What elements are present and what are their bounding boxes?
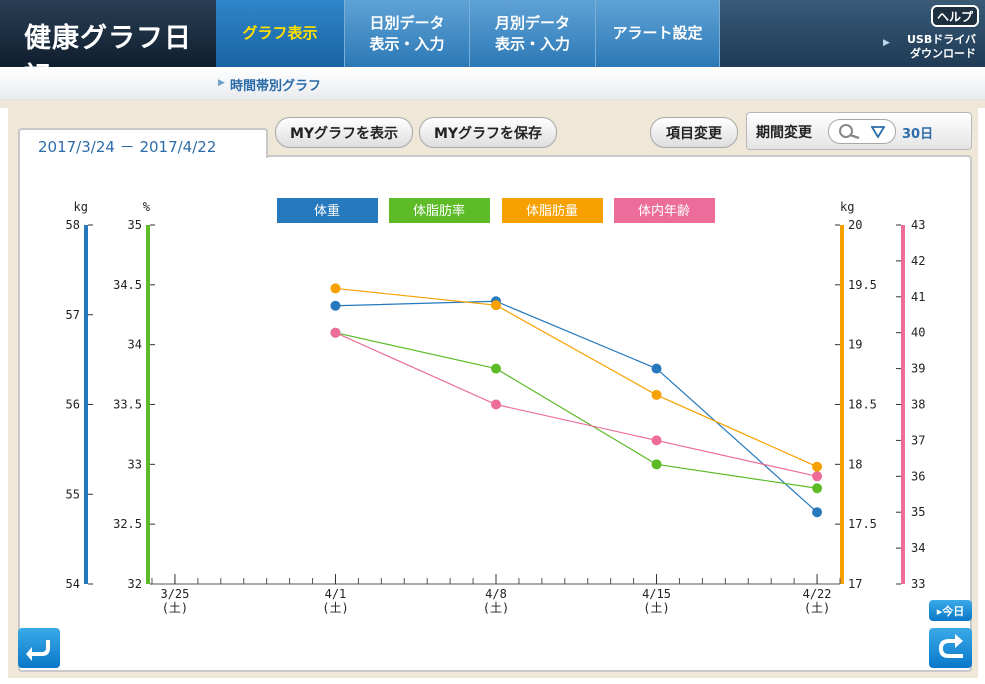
period-change-label: 期間変更 (756, 125, 812, 141)
tab-alert-settings-label: アラート設定 (612, 24, 703, 42)
tab-daily-data[interactable]: 日別データ 表示・入力 (344, 0, 469, 67)
usb-driver-download-link[interactable]: USBドライバ ダウンロード (880, 33, 980, 61)
period-value: 30日 (902, 127, 934, 142)
usb-link-line1: USBドライバ (906, 33, 976, 46)
chart-frame (18, 155, 972, 672)
back-button[interactable] (18, 628, 60, 668)
divider (0, 100, 985, 108)
triangle-down-icon (871, 126, 885, 138)
date-range-tab: 2017/3/24 － 2017/4/22 (18, 128, 268, 158)
tab-monthly-data[interactable]: 月別データ 表示・入力 (469, 0, 595, 67)
usb-arrow-icon: ▶ (883, 38, 890, 48)
sub-arrow-icon: ▶ (218, 78, 225, 88)
sub-navigation: ▶ 時間帯別グラフ (0, 67, 985, 100)
tab-monthly-data-label: 月別データ 表示・入力 (494, 13, 570, 53)
forward-button[interactable] (929, 628, 972, 668)
tab-daily-data-label: 日別データ 表示・入力 (369, 13, 445, 53)
return-left-icon (26, 640, 50, 661)
item-change-button[interactable]: 項目変更 (650, 117, 738, 148)
tab-graph[interactable]: グラフ表示 (216, 0, 344, 67)
magnifier-icon (839, 124, 860, 140)
usb-link-line2: ダウンロード (910, 47, 976, 60)
hourly-graph-link[interactable]: 時間帯別グラフ (230, 79, 322, 94)
tab-alert-settings[interactable]: アラート設定 (595, 0, 720, 67)
app-title: 健康グラフ日記 (0, 0, 216, 93)
help-button[interactable]: ヘルプ (931, 5, 979, 27)
period-change-control: 期間変更 30日 (746, 112, 972, 150)
today-button[interactable]: ▸今日 (929, 600, 972, 621)
period-select[interactable] (828, 119, 896, 144)
my-graph-save-button[interactable]: MYグラフを保存 (419, 117, 557, 148)
tab-graph-label: グラフ表示 (242, 24, 318, 42)
return-right-icon (939, 634, 963, 658)
my-graph-show-button[interactable]: MYグラフを表示 (275, 117, 413, 148)
